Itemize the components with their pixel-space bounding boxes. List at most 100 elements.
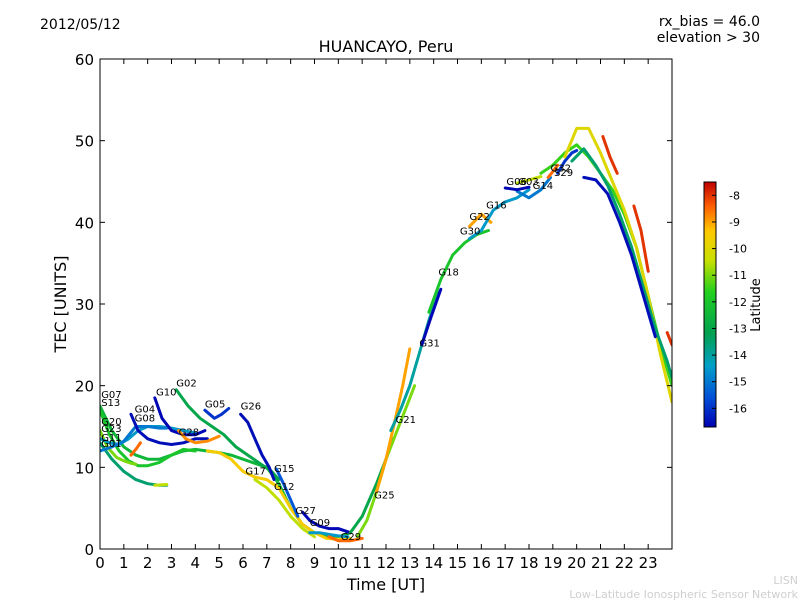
series-g18 — [420, 287, 443, 347]
colorbar-tick-label: -11 — [729, 269, 747, 282]
sat-label-s29: S29 — [554, 168, 573, 179]
y-axis-label: TEC [UNITS] — [51, 256, 70, 354]
series-g10 — [153, 396, 207, 437]
sat-label-g16: G16 — [486, 200, 506, 211]
sat-label-g31: G31 — [419, 339, 439, 350]
colorbar-tick-label: -14 — [729, 349, 747, 362]
y-tick-label: 30 — [75, 296, 94, 314]
series-g14 — [515, 175, 552, 200]
sat-label-g25: G25 — [374, 490, 394, 501]
x-tick-label: 13 — [400, 554, 419, 572]
x-tick-label: 16 — [472, 554, 491, 572]
sat-label-s13: S13 — [101, 398, 120, 409]
chart-params: rx_bias = 46.0 elevation > 30 — [657, 14, 760, 46]
series-g01 — [153, 483, 169, 487]
footer-line-1: LISN — [773, 574, 798, 587]
series-g34 — [582, 175, 657, 339]
colorbar-tick-label: -9 — [729, 216, 740, 229]
sat-label-g30: G30 — [460, 227, 480, 238]
series-g02 — [174, 388, 281, 482]
y-tick-label: 60 — [75, 51, 94, 69]
x-tick-label: 18 — [519, 554, 538, 572]
rx-bias-label: rx_bias = 46.0 — [658, 14, 760, 30]
sat-label-g18: G18 — [438, 267, 458, 278]
x-tick-label: 3 — [167, 554, 177, 572]
sat-label-g10: G10 — [156, 388, 176, 399]
sat-label-g20: G20 — [101, 417, 121, 428]
footer-line-2: Low-Latitude Ionospheric Sensor Network — [569, 588, 798, 601]
x-tick-label: 11 — [353, 554, 372, 572]
series-g17 — [205, 449, 352, 541]
colorbar-tick-label: -13 — [729, 322, 747, 335]
sat-label-g29: G29 — [341, 532, 361, 543]
series-g23 — [100, 425, 197, 446]
x-tick-label: 20 — [567, 554, 586, 572]
date-label: 2012/05/12 — [40, 17, 121, 33]
series-g37 — [665, 331, 672, 347]
sat-label-g11: G11 — [101, 433, 121, 444]
x-tick-label: 15 — [448, 554, 467, 572]
sat-label-g26: G26 — [241, 401, 261, 412]
colorbar-label: Latitude — [749, 278, 764, 332]
y-tick-label: 50 — [75, 133, 94, 151]
series-g03 — [515, 175, 543, 185]
colorbar-tick-label: -8 — [729, 189, 740, 202]
series-g15 — [274, 467, 300, 518]
x-tick-label: 4 — [191, 554, 201, 572]
x-tick-label: 8 — [286, 554, 296, 572]
sat-label-g15: G15 — [274, 464, 294, 475]
x-tick-label: 12 — [376, 554, 395, 572]
elevation-label: elevation > 30 — [656, 30, 760, 46]
sat-label-g07: G07 — [101, 390, 121, 401]
x-tick-label: 6 — [238, 554, 248, 572]
sat-label-g01: G01 — [101, 439, 121, 450]
series-g05 — [203, 407, 231, 420]
x-tick-label: 22 — [615, 554, 634, 572]
series-g16 — [467, 188, 531, 241]
series-g36 — [632, 204, 650, 273]
series-g24 — [563, 126, 672, 404]
sat-label-g22: G22 — [469, 212, 489, 223]
sat-label-g12: G12 — [274, 482, 294, 493]
x-tick-label: 14 — [424, 554, 443, 572]
series-s29 — [556, 149, 579, 175]
x-tick-label: 19 — [543, 554, 562, 572]
x-tick-label: 0 — [95, 554, 105, 572]
sat-label-g08: G08 — [135, 414, 155, 425]
sat-label-g06: G06 — [506, 177, 526, 188]
colorbar-gradient — [703, 181, 717, 428]
sat-label-g02: G02 — [176, 379, 196, 390]
sat-label-g14: G14 — [533, 181, 553, 192]
colorbar: -16 -15 -14 -13 -12 -11 -10 -9 -8 Latitude — [703, 181, 764, 428]
x-tick-label: 10 — [329, 554, 348, 572]
sat-label-g27: G27 — [295, 506, 315, 517]
series-g26 — [239, 412, 276, 482]
x-tick-label: 23 — [639, 554, 658, 572]
series-g27 — [301, 510, 352, 535]
colorbar-tick-label: -12 — [729, 296, 747, 309]
sat-label-g17: G17 — [245, 467, 265, 478]
x-tick-label: 17 — [496, 554, 515, 572]
sat-label-g28: G28 — [179, 428, 199, 439]
chart-title: HUANCAYO, Peru — [318, 37, 454, 56]
x-tick-label: 1 — [119, 554, 129, 572]
y-tick-label: 20 — [75, 378, 94, 396]
x-tick-label: 2 — [143, 554, 153, 572]
x-tick-label: 9 — [310, 554, 320, 572]
series-g12 — [253, 478, 316, 539]
x-tick-label: 7 — [262, 554, 272, 572]
footer-credit: LISN Low-Latitude Ionospheric Sensor Net… — [569, 574, 798, 602]
sat-label-g04: G04 — [135, 405, 155, 416]
y-tick-label: 40 — [75, 214, 94, 232]
sat-label-g05: G05 — [205, 400, 225, 411]
colorbar-tick-label: -15 — [729, 376, 747, 389]
series-g28 — [177, 429, 221, 445]
series-g29 — [327, 535, 364, 543]
series-g08 — [129, 412, 209, 446]
x-axis-label: Time [UT] — [346, 575, 425, 594]
colorbar-tick-label: -10 — [729, 243, 747, 256]
sat-label-g09: G09 — [310, 518, 330, 529]
series-g20 — [100, 429, 138, 466]
